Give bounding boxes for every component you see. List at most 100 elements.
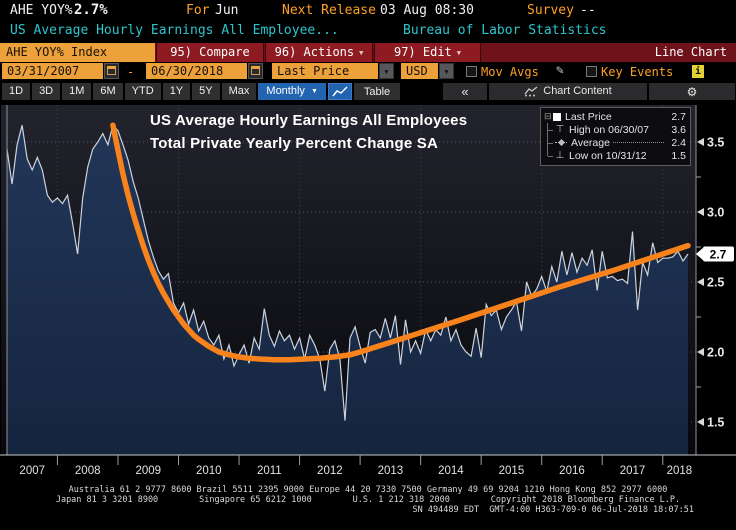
ticker: AHE YOY%	[10, 3, 73, 18]
security-description: US Average Hourly Earnings All Employee.…	[10, 23, 339, 38]
annotation-line1: US Average Hourly Earnings All Employees	[150, 112, 468, 129]
trend-line	[110, 122, 691, 363]
table-button[interactable]: Table	[353, 83, 401, 100]
terminal-footer: Australia 61 2 9777 8600 Brazil 5511 239…	[0, 480, 736, 530]
frequency-select[interactable]: Monthly ▼	[258, 83, 326, 100]
x-axis-year-label: 2017	[620, 465, 646, 477]
tab-ytd[interactable]: YTD	[124, 83, 161, 100]
dotted-leader	[612, 142, 665, 143]
axis-tick-arrow	[697, 418, 704, 426]
high-marker-icon: ⊤	[555, 123, 565, 135]
chevron-down-icon: ▼	[359, 49, 364, 57]
tab-3d[interactable]: 3D	[32, 83, 61, 100]
chevron-down-icon: ▼	[310, 88, 318, 95]
chevron-down-icon[interactable]: ▼	[439, 63, 454, 79]
last-price-value: 2.7	[710, 248, 727, 262]
footer-contacts-1: Australia 61 2 9777 8600 Brazil 5511 239…	[68, 485, 668, 495]
info-icon[interactable]: i	[692, 65, 704, 78]
footer-session-info: SN 494489 EDT GMT-4:00 H363-709-0 06-Jul…	[412, 505, 694, 515]
x-axis-year-label: 2013	[378, 465, 404, 477]
field-select[interactable]: Last Price	[272, 63, 378, 79]
collapse-panel-button[interactable]: «	[443, 83, 487, 100]
legend-row-average[interactable]: Average 2.4	[544, 136, 686, 149]
y-axis-label: 3.0	[707, 206, 724, 220]
tab-1d[interactable]: 1D	[2, 83, 31, 100]
y-axis-label: 2.5	[707, 276, 724, 290]
tab-1m[interactable]: 1M	[62, 83, 92, 100]
price-chart[interactable]: 3.5 3.0 2.5 2.0 1.5 2.7 2007 2008 2009 2010 2011 20…	[0, 102, 736, 480]
survey-value: --	[580, 3, 596, 18]
key-events-label: Key Events	[601, 65, 674, 79]
tab-6m[interactable]: 6M	[93, 83, 123, 100]
for-value: Jun	[215, 3, 239, 18]
x-axis-year-label: 2011	[257, 465, 282, 477]
mov-avgs-label: Mov Avgs	[481, 65, 539, 79]
axis-tick-arrow	[697, 208, 704, 216]
calendar-icon[interactable]	[248, 63, 263, 79]
security-summary-bar: AHE YOY% 2.7% For Jun Next Release 03 Au…	[0, 0, 736, 21]
security-input[interactable]: AHE YOY% Index	[0, 43, 155, 62]
end-date-input[interactable]: 06/30/2018	[146, 63, 247, 79]
axis-tick-arrow	[697, 348, 704, 356]
next-release-value: 03 Aug 08:30	[380, 3, 474, 18]
y-axis-label: 3.5	[707, 136, 724, 150]
gear-icon[interactable]: ⚙	[649, 83, 735, 100]
key-events-checkbox[interactable]	[586, 66, 597, 77]
data-source: Bureau of Labor Statistics	[403, 23, 607, 38]
chevron-down-icon[interactable]: ▼	[379, 63, 394, 79]
x-axis-year-label: 2015	[499, 465, 525, 477]
start-date-input[interactable]: 03/31/2007	[2, 63, 103, 79]
next-release-label: Next Release	[282, 3, 376, 18]
tab-1y[interactable]: 1Y	[162, 83, 191, 100]
axis-tick-arrow	[697, 138, 704, 146]
axis-tick-arrow	[697, 278, 704, 286]
edit-button[interactable]: 97) Edit ▼	[374, 43, 481, 62]
function-toolbar: AHE YOY% Index 95) Compare 96) Actions ▼ …	[0, 43, 736, 62]
collapse-tree-icon[interactable]: ⊟	[544, 111, 552, 121]
chart-content-button[interactable]: Chart Content	[489, 83, 647, 100]
price-area	[7, 125, 688, 455]
x-axis-year-label: 2010	[196, 465, 222, 477]
period-tab-bar: 1D 3D 1M 6M YTD 1Y 5Y Max Monthly ▼ Table…	[0, 82, 736, 102]
tab-5y[interactable]: 5Y	[192, 83, 220, 100]
x-axis-year-label: 2008	[75, 465, 101, 477]
line-chart-icon[interactable]	[327, 83, 352, 100]
legend-row-high[interactable]: ⊤ High on 06/30/07 3.6	[544, 123, 686, 136]
mov-avgs-checkbox[interactable]	[466, 66, 477, 77]
chart-legend: ⊟ Last Price 2.7 ⊤ High on 06/30/07 3.6 …	[540, 107, 691, 166]
survey-label: Survey	[527, 3, 574, 18]
tree-branch	[547, 123, 555, 136]
calendar-icon[interactable]	[104, 63, 119, 79]
tree-branch	[547, 149, 555, 162]
actions-button[interactable]: 96) Actions ▼	[265, 43, 373, 62]
chart-controls-bar: 03/31/2007 - 06/30/2018 Last Price ▼ USD…	[0, 62, 736, 82]
low-marker-icon: ⊥	[555, 149, 565, 161]
x-axis-year-label: 2012	[317, 465, 343, 477]
chart-content-icon	[524, 86, 538, 97]
footer-contacts-2: Japan 81 3 3201 8900 Singapore 65 6212 1…	[55, 495, 681, 505]
price-line	[6, 123, 689, 421]
y-axis-label: 1.5	[707, 416, 724, 430]
tree-branch	[547, 136, 555, 149]
pencil-icon[interactable]: ✎	[556, 63, 564, 78]
legend-row-low[interactable]: ⊥ Low on 10/31/12 1.5	[544, 149, 686, 162]
compare-button[interactable]: 95) Compare	[156, 43, 264, 62]
currency-select[interactable]: USD	[401, 63, 438, 79]
security-description-bar: US Average Hourly Earnings All Employee.…	[0, 21, 736, 43]
average-marker-icon	[555, 138, 567, 147]
y-axis-label: 2.0	[707, 346, 724, 360]
last-price-marker	[696, 247, 704, 261]
annotation-line2: Total Private Yearly Percent Change SA	[150, 135, 438, 152]
x-axis-year-label: 2014	[438, 465, 464, 477]
chart-annotation: US Average Hourly Earnings All Employees…	[150, 109, 467, 155]
tab-max[interactable]: Max	[221, 83, 257, 100]
last-value: 2.7%	[74, 2, 108, 18]
for-label: For	[186, 3, 210, 18]
last-price-swatch	[553, 112, 561, 121]
chevron-down-icon: ▼	[456, 49, 461, 57]
date-range-separator: -	[127, 65, 135, 79]
x-axis-year-label: 2016	[559, 465, 585, 477]
legend-row-last-price[interactable]: ⊟ Last Price 2.7	[544, 110, 686, 123]
x-axis-year-label: 2018	[667, 465, 693, 477]
